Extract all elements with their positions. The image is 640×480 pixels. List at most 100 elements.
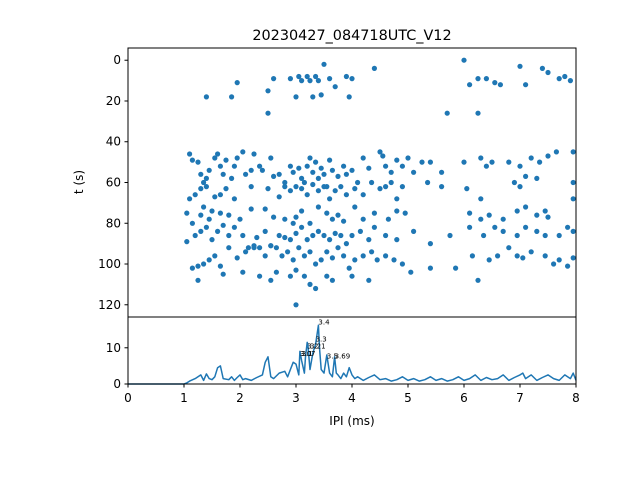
scatter-point — [293, 214, 299, 220]
scatter-point — [203, 175, 209, 181]
scatter-point — [313, 73, 319, 80]
scatter-point — [427, 241, 433, 247]
scatter-point — [545, 153, 551, 159]
scatter-point — [517, 163, 523, 169]
scatter-point — [542, 232, 548, 239]
scatter-point — [285, 249, 291, 255]
scatter-point — [287, 188, 293, 194]
scatter-point — [209, 208, 215, 214]
scatter-point — [332, 84, 338, 90]
histogram-series-line — [128, 324, 577, 385]
scatter-point — [478, 155, 484, 161]
scatter-point — [439, 184, 445, 190]
scatter-point — [517, 184, 523, 190]
scatter-point — [545, 214, 551, 220]
peak-annotation: 3.21 — [310, 343, 326, 351]
scatter-point — [523, 204, 529, 210]
scatter-point — [271, 173, 277, 179]
scatter-point — [500, 216, 506, 222]
scatter-point — [399, 163, 405, 169]
scatter-point — [276, 171, 282, 177]
scatter-point — [321, 171, 327, 177]
scatter-point — [271, 214, 277, 220]
scatter-point — [206, 257, 212, 263]
scatter-point — [189, 265, 195, 271]
peak-annotation: 3.5 — [327, 352, 338, 360]
histogram-x-ticks: 0 1 2 3 4 5 6 7 8 — [124, 384, 580, 405]
scatter-point — [542, 208, 548, 214]
scatter-point — [349, 167, 355, 173]
scatter-point — [539, 65, 546, 71]
scatter-point — [223, 186, 229, 192]
scatter-point — [383, 184, 389, 190]
scatter-point — [534, 212, 540, 218]
chart-title: 20230427_084718UTC_V12 — [252, 28, 451, 44]
scatter-point — [335, 245, 341, 251]
scatter-point — [243, 249, 249, 255]
scatter-point — [545, 69, 551, 76]
scatter-point — [248, 206, 254, 212]
x-tick-label: 7 — [516, 391, 524, 405]
scatter-point — [517, 63, 523, 69]
scatter-point — [226, 245, 232, 251]
scatter-point — [301, 179, 307, 186]
scatter-point — [405, 155, 411, 161]
scatter-point — [355, 179, 361, 186]
scatter-point — [343, 171, 349, 177]
scatter-point — [234, 80, 240, 86]
scatter-point — [327, 237, 333, 243]
scatter-point — [315, 175, 321, 181]
scatter-point — [444, 110, 450, 116]
scatter-point — [402, 210, 408, 216]
scatter-point — [556, 257, 562, 263]
scatter-point — [352, 186, 358, 192]
scatter-point — [394, 157, 400, 163]
scatter-point — [528, 249, 534, 255]
scatter-point — [464, 186, 470, 192]
scatter-point — [461, 159, 467, 165]
scatter-point — [506, 245, 512, 251]
scatter-point — [341, 253, 347, 259]
scatter-point — [506, 159, 512, 165]
scatter-point — [338, 232, 344, 239]
scatter-point — [273, 269, 279, 275]
scatter-point — [523, 224, 529, 230]
scatter-point — [217, 263, 223, 269]
scatter-point — [268, 243, 274, 249]
scatter-point — [467, 210, 473, 216]
scatter-point — [189, 220, 195, 226]
scatter-point — [203, 224, 209, 230]
scatter-point — [377, 186, 383, 192]
scatter-point — [217, 163, 223, 169]
x-tick-label: 6 — [460, 391, 468, 405]
peak-annotation: 3.07 — [300, 350, 316, 358]
scatter-point — [357, 228, 363, 234]
scatter-point — [304, 163, 310, 169]
peak-annotation: 3.69 — [335, 352, 351, 360]
scatter-point — [551, 261, 557, 267]
scatter-point — [240, 149, 246, 155]
scatter-point — [220, 222, 226, 228]
scatter-point — [209, 237, 215, 243]
scatter-point — [399, 261, 405, 267]
scatter-point — [223, 157, 229, 163]
scatter-point — [203, 94, 209, 100]
ipi-histogram-line — [128, 324, 577, 385]
scatter-point — [366, 237, 372, 243]
scatter-point — [226, 232, 232, 239]
scatter-point — [343, 241, 349, 247]
scatter-point — [184, 239, 190, 245]
scatter-point — [307, 155, 313, 161]
scatter-point — [248, 184, 254, 190]
scatter-point — [349, 273, 355, 279]
scatter-point — [461, 57, 467, 63]
scatter-point — [388, 169, 394, 175]
scatter-point — [570, 196, 576, 202]
scatter-point — [229, 94, 235, 100]
scatter-y-axis-label: t (s) — [72, 170, 86, 194]
scatter-point — [313, 159, 319, 165]
scatter-point — [198, 171, 204, 177]
scatter-point — [245, 245, 251, 251]
scatter-point — [497, 82, 503, 88]
